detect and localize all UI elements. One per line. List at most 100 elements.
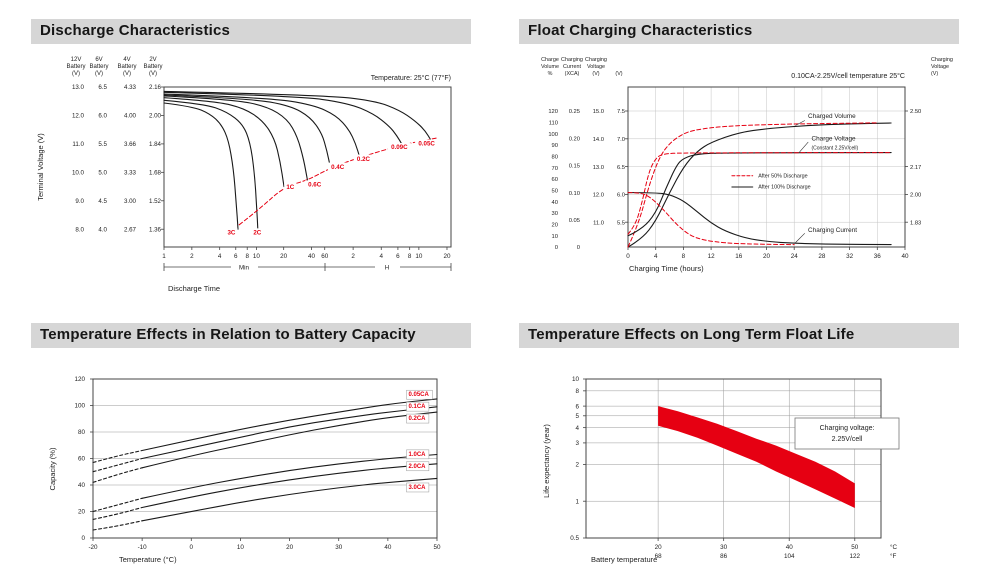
svg-text:40: 40	[552, 200, 558, 206]
svg-text:14.0: 14.0	[593, 137, 604, 143]
svg-text:0.5: 0.5	[570, 535, 579, 542]
svg-text:(V): (V)	[592, 71, 599, 77]
svg-text:32: 32	[846, 253, 854, 260]
svg-text:30: 30	[720, 544, 728, 551]
panel-float-charging-characteristics: Float Charging Characteristics 0 4 8 12 16 20…	[519, 19, 959, 299]
svg-text:20: 20	[280, 253, 288, 260]
svg-text:60: 60	[321, 253, 329, 260]
svg-text:2.16: 2.16	[149, 84, 162, 91]
svg-text:104: 104	[784, 553, 795, 560]
svg-text:1.84: 1.84	[149, 141, 162, 148]
svg-text:0.05: 0.05	[569, 218, 580, 224]
svg-text:4: 4	[575, 425, 579, 432]
svg-text:6: 6	[234, 253, 238, 260]
svg-text:0.1CA: 0.1CA	[408, 404, 426, 410]
svg-text:3C: 3C	[227, 230, 235, 237]
svg-text:20: 20	[78, 509, 86, 516]
svg-text:0.15: 0.15	[569, 164, 580, 170]
svg-text:16: 16	[735, 253, 743, 260]
discharge-characteristics-chart: 1 2 4 6 8 10 20 40 60 2 4 6 8 10 2013.012.011.010.09.0…	[36, 57, 452, 293]
svg-text:After 50% Discharge: After 50% Discharge	[758, 173, 807, 179]
svg-text:4.33: 4.33	[124, 84, 137, 91]
svg-text:40: 40	[308, 253, 316, 260]
svg-text:0.2CA: 0.2CA	[408, 416, 426, 422]
section-header-discharge: Discharge Characteristics	[31, 19, 471, 44]
svg-text:120: 120	[548, 109, 558, 115]
svg-text:0: 0	[555, 245, 558, 251]
svg-text:0.25: 0.25	[569, 109, 580, 115]
svg-text:2.00: 2.00	[910, 193, 921, 199]
svg-text:1.0CA: 1.0CA	[408, 452, 426, 458]
svg-text:7.0: 7.0	[617, 137, 625, 143]
svg-text:3.66: 3.66	[124, 141, 137, 148]
svg-text:11.0: 11.0	[593, 220, 604, 226]
temperature-capacity-chart: -20 -10 0 10 20 30 40 50 120 100 80 60 40 20 0 0.05CA 0.…	[48, 376, 441, 564]
svg-text:10.0: 10.0	[72, 170, 85, 177]
section-header-float-charging: Float Charging Characteristics	[519, 19, 959, 44]
svg-text:13.0: 13.0	[72, 84, 85, 91]
svg-text:40: 40	[901, 253, 909, 260]
svg-text:1.68: 1.68	[149, 170, 162, 177]
svg-text:9.0: 9.0	[75, 198, 84, 205]
float-charging-characteristics-chart: 0 4 8 12 16 20 24 28 32 36 40120110100908070605040…	[541, 57, 953, 273]
svg-text:°C: °C	[890, 543, 898, 551]
svg-text:2.50: 2.50	[910, 109, 921, 115]
svg-text:70: 70	[552, 166, 558, 172]
svg-text:Charged Volume: Charged Volume	[808, 113, 856, 120]
svg-text:1.83: 1.83	[910, 220, 921, 226]
section-title: Discharge Characteristics	[40, 22, 231, 39]
svg-text:10: 10	[415, 253, 423, 260]
svg-text:100: 100	[548, 132, 558, 138]
svg-text:(V): (V)	[149, 71, 157, 77]
svg-text:1: 1	[162, 253, 166, 260]
svg-text:40: 40	[78, 482, 86, 489]
svg-text:10: 10	[572, 376, 580, 383]
svg-text:10: 10	[552, 234, 558, 240]
svg-text:3.00: 3.00	[124, 198, 137, 205]
svg-text:2.0CA: 2.0CA	[408, 464, 426, 470]
svg-text:0: 0	[81, 535, 85, 542]
section-title: Float Charging Characteristics	[528, 22, 753, 39]
svg-text:11.0: 11.0	[72, 141, 84, 148]
svg-text:100: 100	[74, 403, 85, 410]
svg-text:2.67: 2.67	[124, 226, 137, 233]
svg-text:4.0: 4.0	[98, 226, 107, 233]
svg-text:8.0: 8.0	[75, 226, 84, 233]
svg-text:Charging: Charging	[561, 57, 583, 63]
svg-text:Charging: Charging	[585, 57, 607, 63]
svg-text:3: 3	[575, 440, 579, 447]
svg-text:12V: 12V	[71, 57, 82, 63]
svg-text:6V: 6V	[95, 57, 102, 63]
svg-text:10: 10	[237, 544, 245, 551]
panel-float-life: Temperature Effects on Long Term Float L…	[519, 323, 959, 566]
svg-text:-10: -10	[138, 544, 148, 551]
svg-text:Battery: Battery	[143, 64, 162, 70]
svg-text:5.5: 5.5	[98, 141, 107, 148]
svg-text:8: 8	[682, 253, 686, 260]
svg-text:Charging: Charging	[931, 57, 953, 63]
svg-text:6: 6	[396, 253, 400, 260]
svg-text:4V: 4V	[123, 57, 130, 63]
svg-text:0.05C: 0.05C	[418, 141, 435, 148]
svg-text:24: 24	[791, 253, 799, 260]
svg-text:12.0: 12.0	[72, 113, 85, 120]
svg-text:2: 2	[351, 253, 355, 260]
svg-text:50: 50	[851, 544, 859, 551]
svg-text:Battery temperature: Battery temperature	[591, 555, 657, 564]
svg-text:4: 4	[380, 253, 384, 260]
section-header-float-life: Temperature Effects on Long Term Float L…	[519, 323, 959, 348]
svg-text:4.5: 4.5	[98, 198, 107, 205]
svg-text:80: 80	[552, 155, 558, 161]
svg-text:0: 0	[626, 253, 630, 260]
svg-text:2.25V/cell: 2.25V/cell	[832, 436, 863, 443]
svg-text:28: 28	[818, 253, 826, 260]
svg-text:2.00: 2.00	[149, 113, 162, 120]
svg-text:1.52: 1.52	[149, 198, 162, 205]
svg-text:(V): (V)	[615, 71, 622, 77]
svg-text:Volume: Volume	[541, 64, 559, 70]
svg-text:Charging Current: Charging Current	[808, 227, 857, 234]
svg-text:15.0: 15.0	[593, 109, 604, 115]
svg-text:90: 90	[552, 143, 558, 149]
